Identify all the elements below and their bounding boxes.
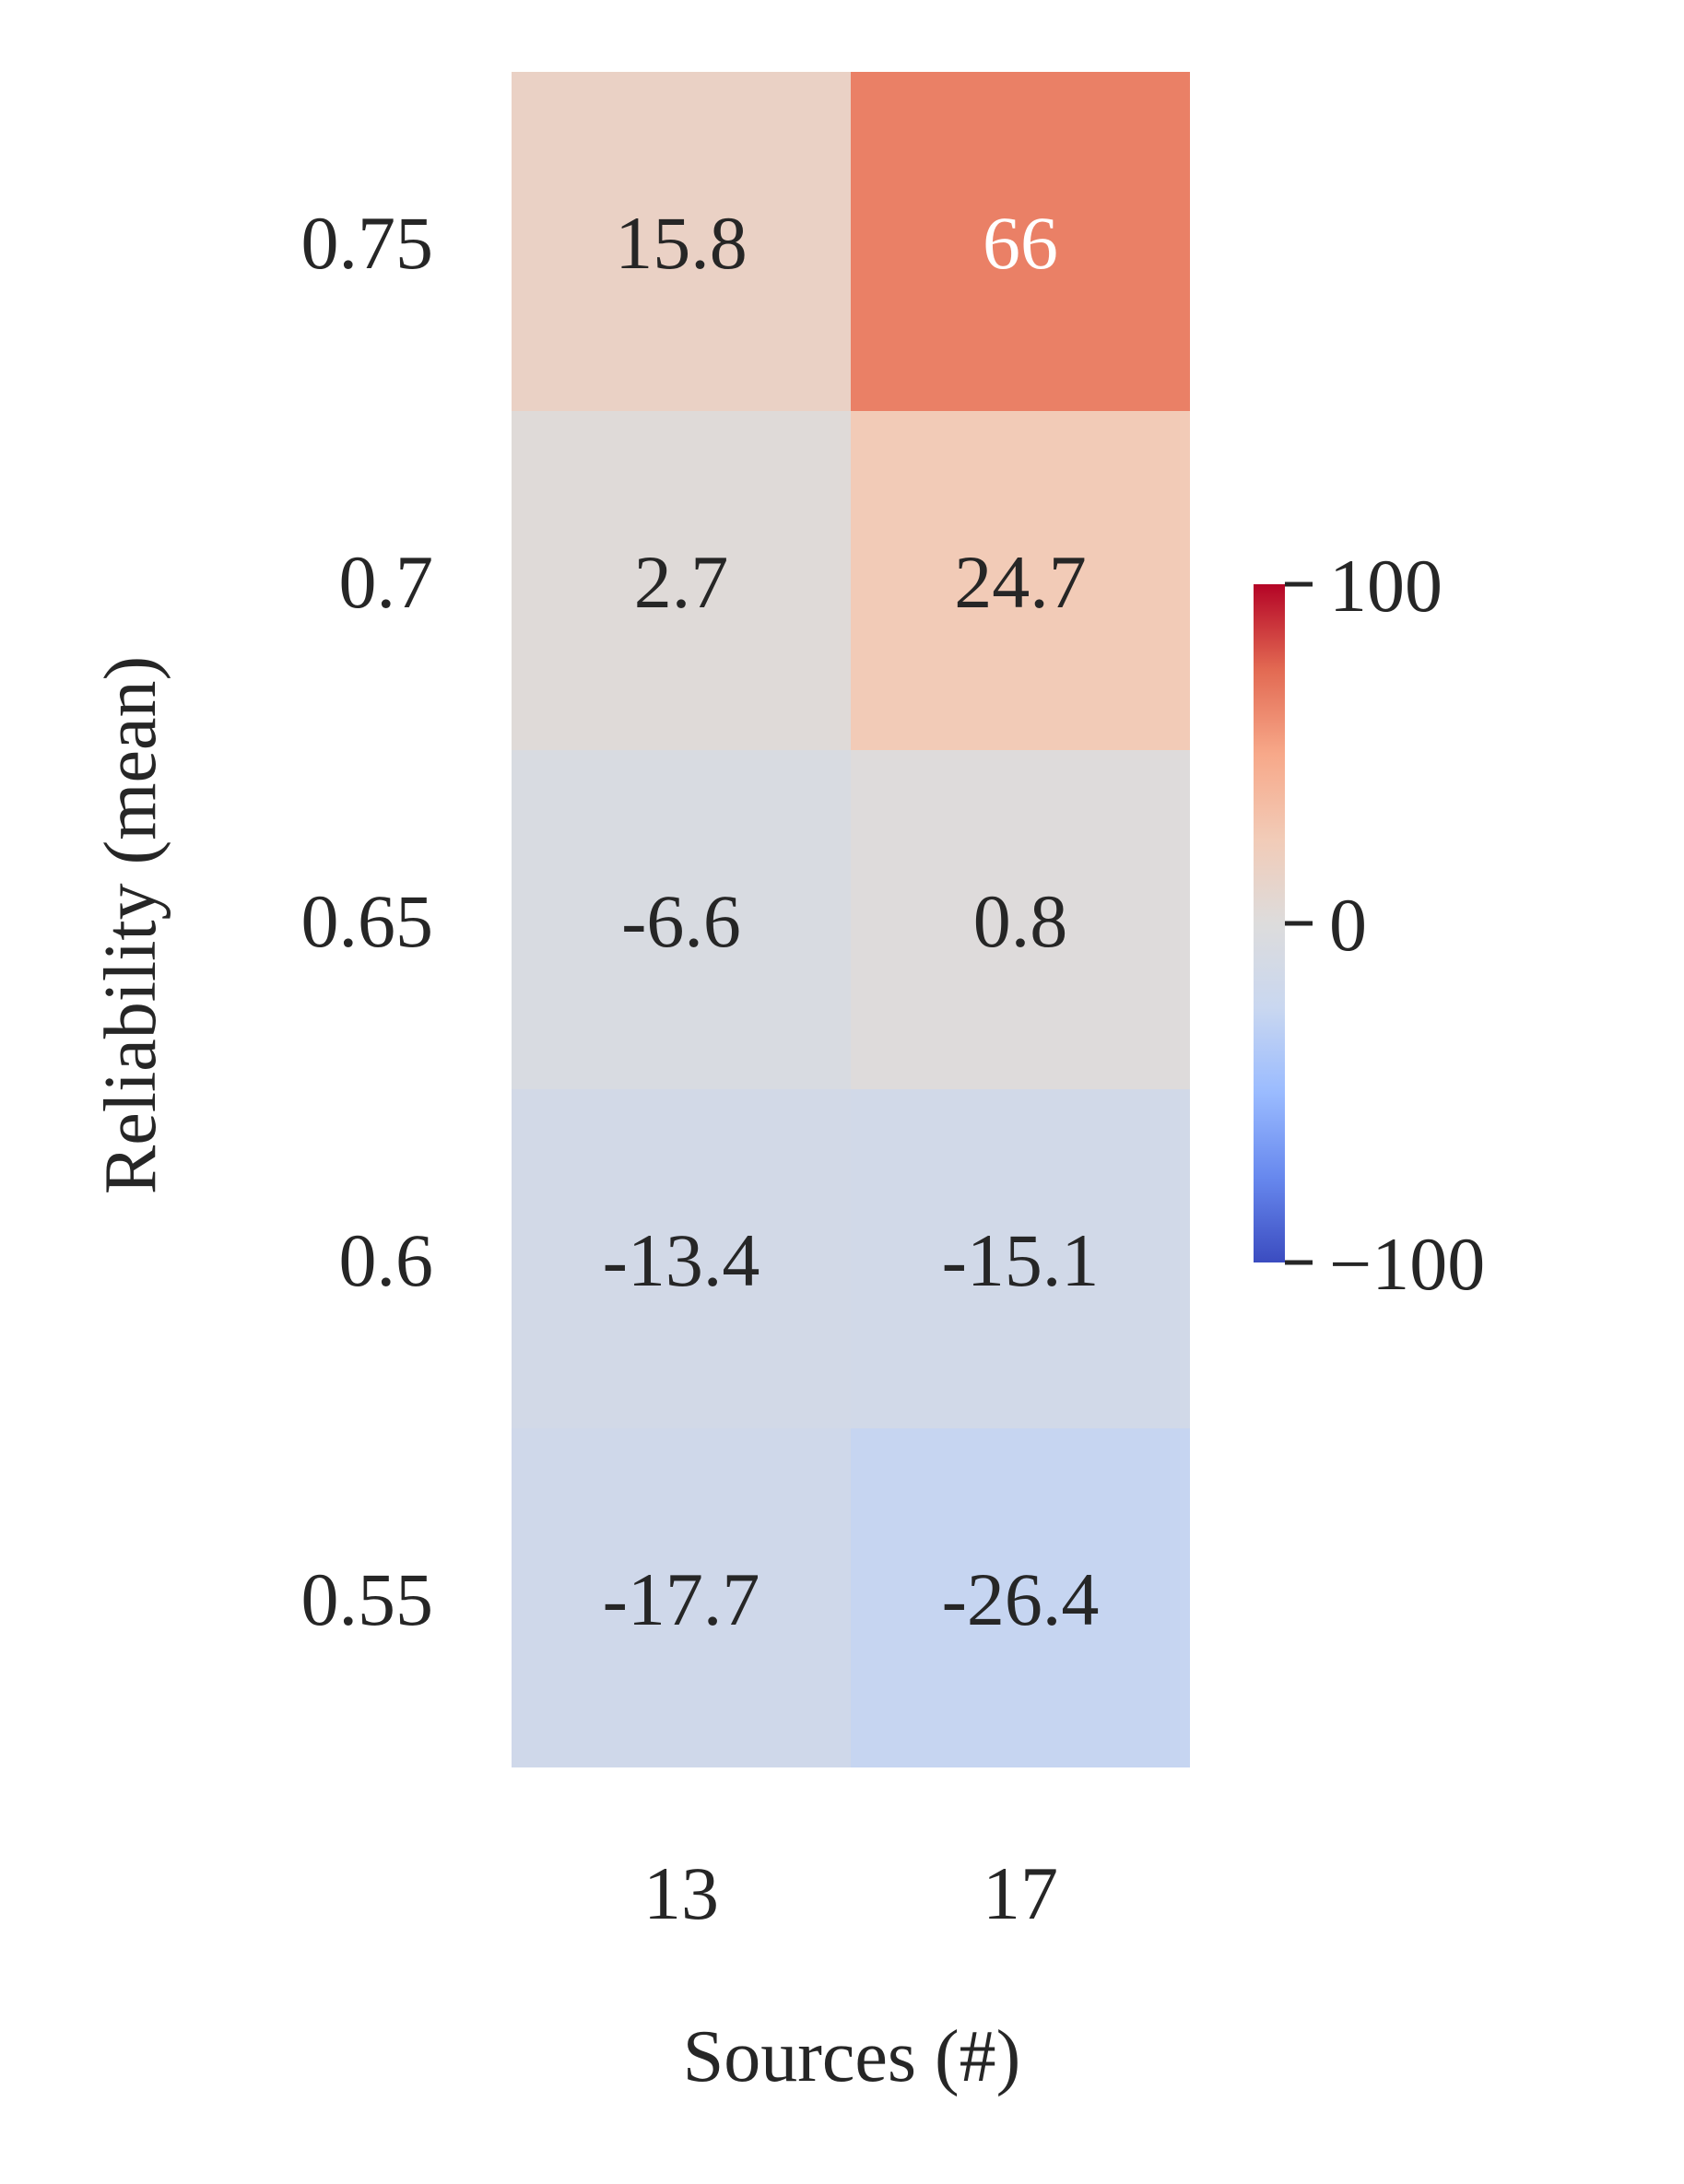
heatmap-cell-label-r1-c0: 2.7 (634, 540, 729, 624)
y-tick-label: 0.7 (339, 540, 434, 624)
y-tick-label: 0.55 (301, 1557, 434, 1641)
colorbar-ticks: 100 0 −100 (1285, 544, 1485, 1306)
heatmap-cell-label-r4-c1: -26.4 (942, 1557, 1100, 1641)
heatmap-cell-r1-c0 (512, 411, 851, 750)
x-tick-label: 13 (643, 1851, 719, 1935)
y-axis-tick-labels: 0.75 0.7 0.65 0.6 0.55 (301, 201, 434, 1641)
colorbar: 100 0 −100 (1254, 544, 1485, 1306)
heatmap-cell-r2-c0 (512, 750, 851, 1089)
heatmap-cell-label-r3-c0: -13.4 (603, 1218, 760, 1302)
y-tick-label: 0.65 (301, 879, 434, 963)
heatmap-cells (512, 72, 1190, 1767)
heatmap-cell-r1-c1 (851, 411, 1190, 750)
colorbar-tick-label: 100 (1329, 544, 1443, 628)
heatmap-cell-label-r3-c1: -15.1 (942, 1218, 1100, 1302)
heatmap-cell-label-r4-c0: -17.7 (603, 1557, 760, 1641)
heatmap-cell-label-r0-c0: 15.8 (615, 201, 748, 285)
y-axis-label: Reliability (mean) (90, 656, 171, 1194)
colorbar-tick-label: 0 (1329, 883, 1367, 967)
heatmap-cell-r4-c0 (512, 1428, 851, 1767)
heatmap-cell-r3-c1 (851, 1089, 1190, 1428)
colorbar-gradient (1254, 584, 1285, 1262)
x-axis-label: Sources (#) (683, 2016, 1021, 2097)
x-tick-label: 17 (983, 1851, 1058, 1935)
heatmap-cell-r0-c1 (851, 72, 1190, 411)
colorbar-tick-label: −100 (1329, 1222, 1485, 1306)
heatmap-cell-r0-c0 (512, 72, 851, 411)
heatmap-cell-label-r0-c1: 66 (983, 201, 1058, 285)
heatmap-cell-r2-c1 (851, 750, 1190, 1089)
heatmap-cell-r4-c1 (851, 1428, 1190, 1767)
y-tick-label: 0.75 (301, 201, 434, 285)
y-tick-label: 0.6 (339, 1218, 434, 1302)
heatmap-cell-labels: 15.8 66 2.7 24.7 -6.6 0.8 -13.4 -15.1 -17.7 -26.4 (603, 201, 1100, 1641)
heatmap-cell-label-r1-c1: 24.7 (954, 540, 1087, 624)
heatmap-cell-label-r2-c0: -6.6 (621, 879, 741, 963)
heatmap-cell-label-r2-c1: 0.8 (973, 879, 1068, 963)
x-axis-tick-labels: 13 17 (643, 1851, 1058, 1935)
heatmap-cell-r3-c0 (512, 1089, 851, 1428)
